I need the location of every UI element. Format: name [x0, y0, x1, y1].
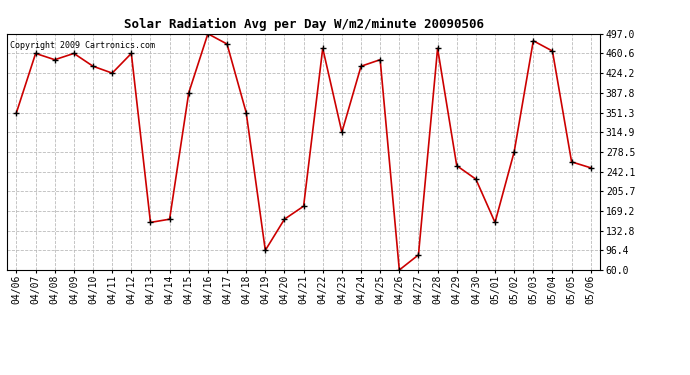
Text: Copyright 2009 Cartronics.com: Copyright 2009 Cartronics.com [10, 41, 155, 50]
Title: Solar Radiation Avg per Day W/m2/minute 20090506: Solar Radiation Avg per Day W/m2/minute … [124, 18, 484, 31]
